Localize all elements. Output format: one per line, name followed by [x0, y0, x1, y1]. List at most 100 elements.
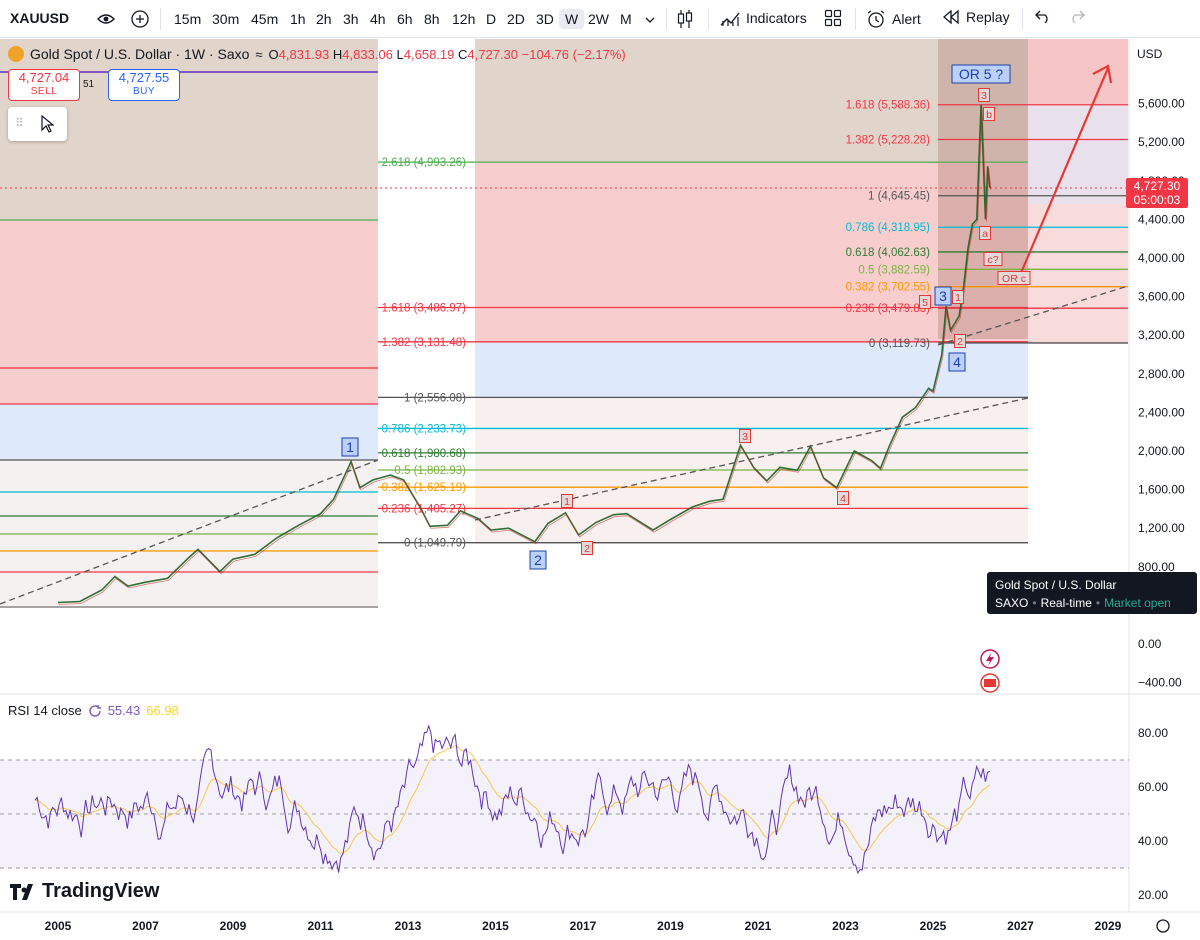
time-tick-label: 2015: [482, 919, 509, 933]
interval-1h[interactable]: 1h: [290, 11, 306, 27]
undo-icon[interactable]: [1034, 9, 1052, 23]
time-tick-label: 2011: [307, 919, 333, 933]
rsi-label: RSI 14 close: [8, 703, 82, 718]
wave-label-box: [581, 541, 593, 555]
fib-mid-label: 1.382 (3,131.48): [382, 337, 467, 349]
price-tick-label: 4,400.00: [1138, 212, 1185, 226]
wave-label-sub-3: 3: [742, 431, 748, 443]
time-tick-label: 2009: [220, 919, 247, 933]
tradingview-logo[interactable]: TradingView: [10, 880, 159, 903]
zone-right-top: [1028, 39, 1128, 104]
fib-right-label: 0.5 (3,882.59): [858, 264, 930, 276]
alert-label: Alert: [892, 11, 921, 27]
drag-handle-icon[interactable]: ⠿: [15, 116, 24, 130]
wave-label-sub-2: 2: [584, 543, 590, 555]
wave-label-box: [952, 290, 964, 304]
wave-label-box: [561, 494, 573, 508]
wave-label-minor-2: 2: [957, 336, 963, 348]
zone-mid-blue: [475, 342, 1028, 398]
interval-W[interactable]: W: [559, 9, 585, 29]
buy-button[interactable]: 4,727.55 BUY: [108, 69, 180, 101]
wave-label-box: [951, 64, 1011, 84]
wave-label-box: [978, 88, 990, 102]
interval-2W[interactable]: 2W: [588, 11, 609, 27]
drawing-tool-panel: ⠿: [8, 107, 67, 141]
fib-mid-label: 1.618 (3,486.97): [382, 303, 467, 315]
price-series-line: [57, 104, 991, 604]
redo-icon[interactable]: [1068, 9, 1086, 23]
replay-button[interactable]: Replay: [942, 9, 1010, 25]
zone-left-blue: [0, 404, 378, 460]
time-tick-label: 2017: [570, 919, 597, 933]
price-tick-label: 3,200.00: [1138, 328, 1185, 342]
wave-label-minor-5: 5: [922, 297, 928, 309]
projection-arrow-line: [1016, 67, 1110, 281]
rsi-value: 55.43: [107, 703, 141, 718]
currency-selector[interactable]: USD: [1137, 47, 1163, 61]
fib-mid-label: 1 (2,556.08): [404, 392, 466, 404]
wave-label-primary-4: 4: [953, 354, 961, 370]
wave-label-or-5: OR 5 ?: [959, 66, 1004, 82]
rsi-tick-label: 80.00: [1138, 726, 1168, 740]
wave-label-sub-4: 4: [840, 493, 846, 505]
fib-mid-label: 0.236 (1,405.27): [382, 503, 467, 515]
time-tick-label: 2023: [832, 919, 859, 933]
add-symbol-icon[interactable]: [128, 7, 152, 31]
time-tick-label: 2029: [1095, 919, 1122, 933]
fib-right-label: 1.382 (5,228.28): [846, 134, 931, 146]
interval-45m[interactable]: 45m: [251, 11, 279, 27]
interval-chevron-down-icon[interactable]: [643, 9, 657, 29]
wave-label-box: [979, 226, 991, 240]
interval-M[interactable]: M: [620, 11, 632, 27]
last-price-badge: 4,727.30 05:00:03: [1126, 178, 1188, 208]
wave-label-box: [948, 352, 966, 372]
time-tick-label: 2007: [132, 919, 159, 933]
interval-6h[interactable]: 6h: [397, 11, 413, 27]
trendline-dashed-3: [937, 285, 1129, 346]
symbol-name[interactable]: XAUUSD: [10, 10, 70, 26]
interval-8h[interactable]: 8h: [424, 11, 440, 27]
interval-2D[interactable]: 2D: [507, 11, 525, 27]
interval-3h[interactable]: 3h: [343, 11, 359, 27]
interval-12h[interactable]: 12h: [452, 11, 476, 27]
legend-title: Gold Spot / U.S. Dollar · 1W · Saxo: [30, 46, 250, 62]
wave-label-minor-c: c?: [987, 254, 998, 266]
wave-label-box: [739, 429, 751, 443]
wave-label-box: [983, 252, 1003, 266]
top-toolbar: XAUUSD 15m 30m 45m 1h 2h 3h 4h 6h 8h 12h…: [0, 0, 1200, 38]
zone-mid-light: [475, 398, 1028, 544]
zone-left-red: [0, 219, 378, 404]
interval-2h[interactable]: 2h: [316, 11, 332, 27]
interval-15m[interactable]: 15m: [174, 11, 202, 27]
legend-wave-icon[interactable]: ≈: [255, 46, 263, 62]
indicators-button[interactable]: Indicators: [720, 9, 807, 27]
wave-label-box: [837, 491, 849, 505]
interval-D[interactable]: D: [486, 11, 497, 27]
alert-button[interactable]: Alert: [866, 9, 921, 29]
price-tick-label: 2,800.00: [1138, 367, 1185, 381]
layouts-grid-icon[interactable]: [824, 9, 842, 27]
interval-30m[interactable]: 30m: [212, 11, 240, 27]
compare-eye-icon[interactable]: [94, 7, 118, 31]
rsi-tick-label: 60.00: [1138, 780, 1168, 794]
candles-icon[interactable]: [676, 9, 694, 29]
fib-mid-label: 0.786 (2,233.73): [382, 423, 467, 435]
buy-label: BUY: [132, 86, 156, 97]
refresh-icon[interactable]: [88, 704, 102, 718]
indicators-label: Indicators: [746, 10, 807, 26]
wave-label-box: [954, 334, 966, 348]
rsi-tick-label: 40.00: [1138, 834, 1168, 848]
lightning-bolt: [986, 653, 994, 666]
price-tick-label: 1,200.00: [1138, 521, 1185, 535]
fib-mid-label: 2.618 (4,993.26): [382, 157, 467, 169]
legend-ohlc: O4,831.93 H4,833.06 L4,658.19 C4,727.30 …: [268, 46, 626, 62]
interval-4h[interactable]: 4h: [370, 11, 386, 27]
interval-3D[interactable]: 3D: [536, 11, 554, 27]
fib-right-label: 1 (4,645.45): [868, 191, 930, 203]
sell-button[interactable]: 4,727.04 SELL: [8, 69, 80, 101]
us-flag-stripes: [984, 679, 996, 687]
fib-right-label: 0.618 (4,062.63): [846, 247, 931, 259]
wave-label-box: [341, 437, 359, 457]
cursor-arrow-icon[interactable]: [40, 115, 54, 133]
